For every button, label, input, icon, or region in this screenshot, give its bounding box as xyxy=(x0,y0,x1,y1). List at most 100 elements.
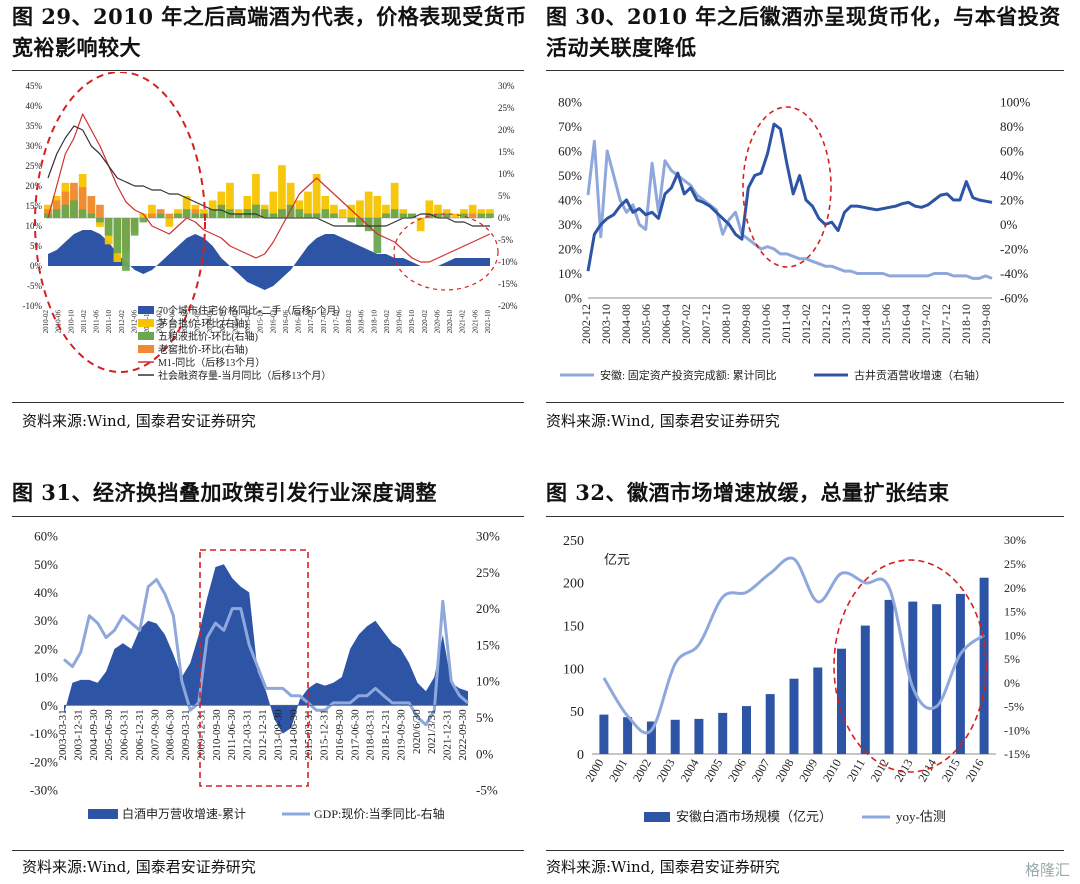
fig32-title: 图 32、徽酒市场增速放缓，总量扩张结束 xyxy=(546,480,950,505)
fig30-yleft-tick-label: 30% xyxy=(558,217,582,232)
fig29-legend-label: 老窖批价-环比(右轴) xyxy=(158,343,248,356)
fig29-bar-wuliangye xyxy=(486,213,494,218)
fig29-bar-wuliangye xyxy=(312,213,321,218)
fig31-yleft-tick-label: 50% xyxy=(34,557,58,572)
fig32-yleft-tick-label: 100 xyxy=(563,662,584,677)
fig30-x-tick-label: 2007-12 xyxy=(699,304,713,344)
fig32-x-tick-label: 2009 xyxy=(796,757,820,785)
fig30-annotation-ellipse xyxy=(742,106,832,268)
fig32-yright-tick-label: -10% xyxy=(1004,723,1030,737)
fig31-x-tick-label: 2008-06-30 xyxy=(165,709,177,761)
fig29-yleft-tick-label: 45% xyxy=(26,81,43,91)
fig31-x-tick-label: 2005-06-30 xyxy=(103,709,115,761)
fig32-x-tick-label: 2007 xyxy=(749,757,773,785)
fig29-bar-moutai xyxy=(451,213,460,218)
fig29-x-tick-label: 2010-06 xyxy=(55,310,63,334)
fig31-x-tick-label: 2012-03-31 xyxy=(242,709,254,760)
fig29-bar-moutai xyxy=(269,191,278,218)
fig31-top-rule xyxy=(12,516,524,517)
fig29-x-tick-label: 2021-02 xyxy=(459,310,467,334)
fig29-bar-moutai xyxy=(304,191,312,218)
fig29-x-tick-label: 2011-02 xyxy=(80,310,88,334)
fig29-yleft-tick-label: 40% xyxy=(26,101,43,111)
fig29-series-tsf-line xyxy=(47,125,490,227)
fig29-x-tick-label: 2017-06 xyxy=(320,310,328,334)
fig30-x-tick-label: 2015-06 xyxy=(879,304,893,344)
fig30-legend-label: 安徽: 固定资产投资完成额: 累计同比 xyxy=(600,368,777,382)
fig32-bar-market-size xyxy=(646,721,656,754)
fig32-legend-label: 安徽白酒市场规模（亿元） xyxy=(676,809,832,824)
fig31-x-tick-label: 2009-03-31 xyxy=(180,709,192,760)
fig30-x-tick-label: 2011-04 xyxy=(779,304,793,344)
fig32-yright-tick-label: 25% xyxy=(1004,557,1026,571)
fig31-x-tick-label: 2016-09-30 xyxy=(334,709,346,761)
fig32-yleft-tick-label: 50 xyxy=(570,705,584,720)
fig29-bar-wuliangye xyxy=(364,218,373,232)
fig29-bar-laojiao xyxy=(87,196,96,218)
fig29-annotation-ellipse-small xyxy=(393,213,499,291)
fig31-x-tick-label: 2018-03-31 xyxy=(365,709,377,760)
fig32-yright-tick-label: -5% xyxy=(1004,700,1024,714)
fig29-bar-wuliangye xyxy=(139,218,148,223)
fig32-yleft-tick-label: 200 xyxy=(563,577,584,592)
fig29-yleft-tick-label: 30% xyxy=(26,141,43,151)
fig30-series-gujing-revenue xyxy=(586,122,993,272)
fig31-x-tick-label: 2003-12-31 xyxy=(72,709,84,760)
fig31-chart: 60% 50% 40% 30% 20% 10% 0% -10% -20% -30% 30% 25% 20… xyxy=(30,529,500,821)
panel-fig29: 图 29、2010 年之后高端酒为代表，价格表现受货币 宽裕影响较大 45% 40… xyxy=(0,0,530,440)
fig29-x-tick-label: 2017-02 xyxy=(307,310,315,334)
fig31-yleft-tick-label: 0% xyxy=(41,698,59,713)
fig29-bar-moutai xyxy=(226,182,234,218)
fig29-x-tick-label: 2019-02 xyxy=(383,310,391,334)
fig32-x-tick-label: 2008 xyxy=(772,757,796,785)
fig29-bar-wuliangye xyxy=(113,218,122,254)
fig32-bar-market-size xyxy=(813,667,823,754)
fig29-yright-tick-label: 15% xyxy=(498,147,515,157)
fig29-bar-moutai xyxy=(382,204,390,218)
fig29-bar-moutai xyxy=(364,191,373,218)
fig29-x-tick-label: 2019-10 xyxy=(408,310,416,334)
fig29-bar-wuliangye xyxy=(321,209,330,218)
fig32-bar-market-size xyxy=(955,593,965,754)
fig29-bar-moutai xyxy=(286,182,295,218)
fig29-yright-tick-label: -20% xyxy=(498,301,518,311)
fig32-bar-market-size xyxy=(789,678,799,754)
fig32-yleft-tick-label: 250 xyxy=(563,534,584,549)
fig29-x-tick-label: 2014-10 xyxy=(219,310,227,334)
fig29-x-tick-label: 2016-10 xyxy=(295,310,303,334)
fig29-bar-moutai xyxy=(356,200,364,218)
fig32-bar-market-size xyxy=(623,717,633,754)
fig29-bar-wuliangye xyxy=(477,213,486,218)
fig29-bar-wuliangye xyxy=(122,218,130,271)
fig32-annotation-ellipse xyxy=(833,559,987,773)
fig31-yright-tick-label: 25% xyxy=(476,565,500,580)
fig31-x-tick-label: 2011-06-30 xyxy=(226,709,238,760)
fig32-x-tick-label: 2011 xyxy=(844,757,868,784)
fig29-bar-wuliangye xyxy=(52,209,61,218)
fig29-series-m1-line xyxy=(47,113,491,263)
fig29-x-tick-label: 2011-06 xyxy=(93,310,101,334)
fig29-bar-wuliangye xyxy=(399,213,408,218)
fig29-bar-wuliangye xyxy=(156,213,165,218)
fig29-x-tick-label: 2021-10 xyxy=(484,310,492,334)
fig29-title-line1: 图 29、2010 年之后高端酒为代表，价格表现受货币 xyxy=(12,4,527,29)
fig29-bar-moutai xyxy=(373,196,382,218)
fig29-yleft-tick-label: 10% xyxy=(26,221,43,231)
fig30-x-tick-label: 2003-10 xyxy=(599,304,613,344)
fig29-yleft-tick-label: 35% xyxy=(26,121,43,131)
fig29-x-tick-label: 2012-06 xyxy=(130,310,138,334)
fig29-yright-tick-label: 10% xyxy=(498,169,515,179)
fig31-yleft-tick-label: 20% xyxy=(34,641,58,656)
fig29-bar-wuliangye xyxy=(356,218,364,227)
fig31-yleft-tick-label: 10% xyxy=(34,670,58,685)
fig30-yleft-tick-label: 60% xyxy=(558,144,582,159)
fig29-x-tick-label: 2013-02 xyxy=(156,310,164,334)
fig32-yleft-tick-label: 150 xyxy=(563,620,584,635)
fig29-x-tick-label: 2018-02 xyxy=(345,310,353,334)
fig29-bar-moutai xyxy=(182,196,191,218)
fig29-title-line2: 宽裕影响较大 xyxy=(12,35,141,60)
fig29-legend-label: 70个城市住宅价格同比-二手（后移5个月） xyxy=(158,304,346,317)
fig29-legend-label: 社会融资存量-当月同比（后移13个月） xyxy=(158,369,331,382)
fig31-yright-tick-label: 20% xyxy=(476,601,500,616)
fig29-bar-moutai xyxy=(139,213,148,218)
